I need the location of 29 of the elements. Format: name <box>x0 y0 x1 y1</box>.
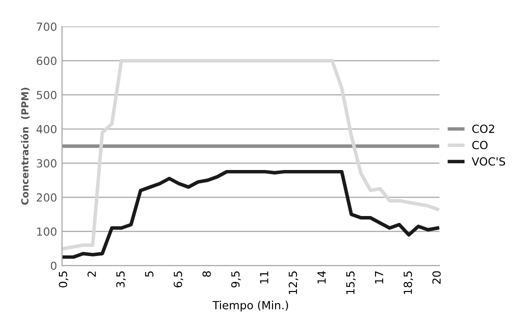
x-tick-label: 20 <box>432 271 441 284</box>
x-tick-label: 14 <box>318 271 326 284</box>
y-tick-label: 0 <box>50 262 56 270</box>
legend-label: VOC'S <box>472 157 506 166</box>
x-tick-label: 3,5 <box>116 271 126 288</box>
x-tick-label: 11 <box>260 271 268 284</box>
y-tick-label: 400 <box>36 124 56 134</box>
y-tick-label: 200 <box>36 193 56 202</box>
x-axis-title: Tiempo (Min.) <box>212 300 288 312</box>
y-tick-label: 100 <box>37 227 56 236</box>
y-tick-label: 600 <box>36 56 56 66</box>
x-tick-label: 2 <box>88 272 96 277</box>
x-tick-label: 8 <box>202 271 211 277</box>
legend-label: CO <box>472 140 488 150</box>
x-tick-label: 12,5 <box>288 271 298 294</box>
x-tick-label: 17 <box>375 271 384 284</box>
y-tick-label: 700 <box>36 22 56 31</box>
x-tick-label: 0,5 <box>58 271 68 288</box>
line-series <box>62 58 440 250</box>
x-tick-label: 15,5 <box>346 271 356 294</box>
legend-label: CO2 <box>472 124 494 133</box>
y-axis-title: Concentración (PPM) <box>20 88 30 205</box>
y-tick-label: 300 <box>36 159 56 168</box>
y-tick-label: 500 <box>36 90 56 100</box>
x-tick-label: 9,5 <box>231 271 241 288</box>
line-series <box>62 170 440 259</box>
x-tick-label: 18,5 <box>404 271 414 294</box>
x-tick-label: 6,5 <box>174 271 184 288</box>
x-tick-label: 5 <box>145 271 154 277</box>
